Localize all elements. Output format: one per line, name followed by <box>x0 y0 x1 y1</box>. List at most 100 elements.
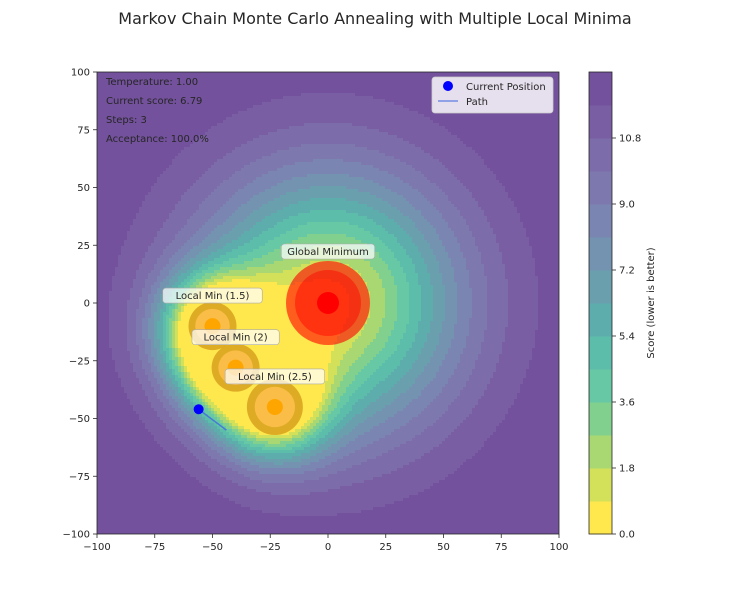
contour-cell <box>328 405 338 409</box>
contour-cell <box>277 210 311 214</box>
contour-cell <box>358 399 377 403</box>
contour-cell <box>472 369 497 373</box>
contour-cell <box>157 381 164 385</box>
contour-cell <box>472 411 509 415</box>
contour-cell <box>358 189 392 193</box>
contour-cell <box>382 198 407 202</box>
contour-cell <box>220 417 227 421</box>
contour-cell <box>169 270 179 274</box>
contour-cell <box>457 396 482 400</box>
colorbar-band <box>589 171 612 205</box>
contour-cell <box>373 249 392 253</box>
contour-cell <box>394 351 407 355</box>
contour-cell <box>313 432 320 436</box>
contour-cell <box>490 222 524 226</box>
contour-cell <box>151 432 173 436</box>
contour-cell <box>97 105 254 109</box>
contour-cell <box>166 366 170 370</box>
contour-cell <box>448 222 467 226</box>
contour-cell <box>439 234 455 238</box>
contour-cell <box>97 273 116 277</box>
contour-cell <box>229 423 233 427</box>
contour-cell <box>340 486 431 490</box>
contour-cell <box>361 333 377 337</box>
contour-cell <box>439 123 559 127</box>
contour-cell <box>454 276 470 280</box>
contour-cell <box>409 303 422 307</box>
contour-cell <box>97 513 281 517</box>
contour-cell <box>373 426 401 430</box>
contour-cell <box>169 393 176 397</box>
contour-cell <box>181 426 191 430</box>
contour-cell <box>466 267 485 271</box>
contour-cell <box>415 339 428 343</box>
x-tick: 0 <box>325 534 331 553</box>
contour-cell <box>220 255 239 259</box>
contour-cell <box>139 345 146 349</box>
contour-cell <box>406 441 443 445</box>
contour-cell <box>436 255 449 259</box>
x-tick: −25 <box>260 534 281 553</box>
contour-cell <box>97 498 230 502</box>
contour-cell <box>307 174 350 178</box>
contour-cell <box>157 333 164 337</box>
contour-cell <box>478 399 515 403</box>
contour-cell <box>238 255 263 259</box>
contour-cell <box>181 357 185 361</box>
contour-cell <box>238 426 245 430</box>
contour-cell <box>328 369 338 373</box>
contour-cell <box>181 195 209 199</box>
contour-cell <box>391 273 407 277</box>
status-line: Current score: 6.79 <box>106 96 202 107</box>
contour-cell <box>526 234 559 238</box>
contour-cell <box>421 390 443 394</box>
contour-cell <box>370 291 386 295</box>
contour-cell <box>163 222 188 226</box>
contour-cell <box>184 390 188 394</box>
contour-cell <box>349 411 362 415</box>
contour-cell <box>208 234 224 238</box>
contour-cell <box>202 201 227 205</box>
contour-cell <box>472 315 488 319</box>
contour-cell <box>373 267 389 271</box>
contour-cell <box>247 216 266 220</box>
contour-cell <box>157 357 164 361</box>
contour-cell <box>445 477 559 481</box>
contour-cell <box>535 267 559 271</box>
contour-cell <box>211 489 257 493</box>
contour-cell <box>172 360 176 364</box>
contour-cell <box>196 255 209 259</box>
contour-cell <box>376 354 392 358</box>
contour-cell <box>523 378 559 382</box>
contour-cell <box>412 219 428 223</box>
contour-cell <box>412 258 425 262</box>
contour-cell <box>151 402 164 406</box>
contour-cell <box>175 303 179 307</box>
contour-cell <box>487 306 509 310</box>
contour-cell <box>322 417 329 421</box>
contour-cell <box>235 147 290 151</box>
contour-cell <box>181 315 350 319</box>
contour-cell <box>295 450 311 454</box>
y-tick-label: −50 <box>69 414 90 425</box>
contour-cell <box>253 453 302 457</box>
contour-cell <box>181 312 350 316</box>
contour-cell <box>157 441 182 445</box>
contour-cell <box>97 363 116 367</box>
contour-cell <box>175 282 182 286</box>
contour-cell <box>199 480 233 484</box>
contour-cell <box>472 306 488 310</box>
contour-cell <box>184 285 191 289</box>
contour-cell <box>196 231 212 235</box>
contour-cell <box>193 393 197 397</box>
contour-cell <box>310 198 347 202</box>
contour-cell <box>331 387 338 391</box>
contour-cell <box>181 402 188 406</box>
contour-cell <box>490 381 524 385</box>
contour-cell <box>166 378 173 382</box>
contour-cell <box>313 414 320 418</box>
contour-cell <box>172 381 179 385</box>
contour-cell <box>496 174 559 178</box>
contour-cell <box>166 450 191 454</box>
